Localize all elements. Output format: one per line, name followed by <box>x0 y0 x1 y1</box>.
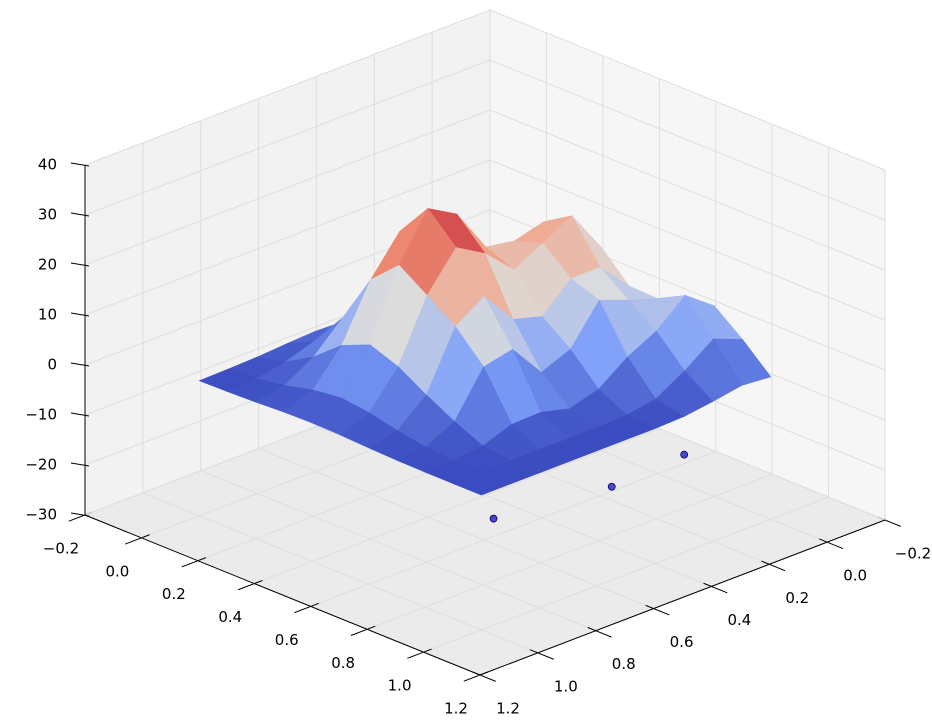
z-tick <box>70 262 90 267</box>
z-tick <box>70 362 90 367</box>
z-tick-label: 30 <box>38 206 57 224</box>
z-tick-label: 10 <box>38 306 57 324</box>
x-tick-label: 0.6 <box>275 631 299 649</box>
z-tick-label: −10 <box>25 406 57 424</box>
grid-line <box>84 9 886 171</box>
y-tick <box>529 649 554 660</box>
z-tick-label: −30 <box>25 506 57 524</box>
scatter-point <box>680 450 689 459</box>
x-tick-label: 0.4 <box>218 608 242 626</box>
z-tick-label: −20 <box>25 456 57 474</box>
x-tick-label: 1.2 <box>444 700 468 718</box>
x-tick <box>350 625 376 636</box>
y-tick-label: 1.2 <box>496 700 520 718</box>
z-tick <box>70 462 90 467</box>
y-tick <box>645 604 670 616</box>
y-tick <box>761 560 786 572</box>
x-tick-label: 1.0 <box>388 677 412 695</box>
y-tick-label: 0.2 <box>785 589 809 607</box>
y-tick-label: −0.2 <box>895 545 931 563</box>
y-tick-label: 0.8 <box>612 655 636 673</box>
z-tick <box>70 412 90 417</box>
y-tick <box>587 627 612 638</box>
grid-line <box>84 159 886 321</box>
x-tick <box>125 534 150 545</box>
z-tick <box>70 162 90 167</box>
x-tick <box>407 648 432 659</box>
y-tick-label: 0.6 <box>670 633 694 651</box>
y-tick <box>819 538 844 550</box>
scatter-point <box>489 514 498 523</box>
grid-line <box>84 109 886 271</box>
z-tick-label: 0 <box>47 356 57 374</box>
y-axis <box>479 519 886 676</box>
z-tick <box>70 312 90 317</box>
z-tick-label: 40 <box>38 156 57 174</box>
x-tick-label: 0.2 <box>162 585 186 603</box>
x-tick-label: 0.0 <box>105 562 129 580</box>
scatter-point <box>607 482 616 491</box>
y-tick-label: 0.4 <box>727 611 751 629</box>
x-tick-label: −0.2 <box>43 540 79 558</box>
x-axis <box>84 514 481 676</box>
x-tick <box>181 557 207 568</box>
y-tick <box>703 582 728 594</box>
surface-patch <box>452 472 512 496</box>
grid-line <box>84 59 886 221</box>
y-tick-label: 1.0 <box>554 677 578 695</box>
grid-line <box>84 209 886 371</box>
y-tick-label: 0.0 <box>843 567 867 585</box>
z-tick-label: 20 <box>38 256 57 274</box>
x-tick <box>294 602 319 614</box>
z-tick <box>70 212 90 217</box>
x-tick-label: 0.8 <box>331 654 355 672</box>
x-tick <box>237 580 263 591</box>
